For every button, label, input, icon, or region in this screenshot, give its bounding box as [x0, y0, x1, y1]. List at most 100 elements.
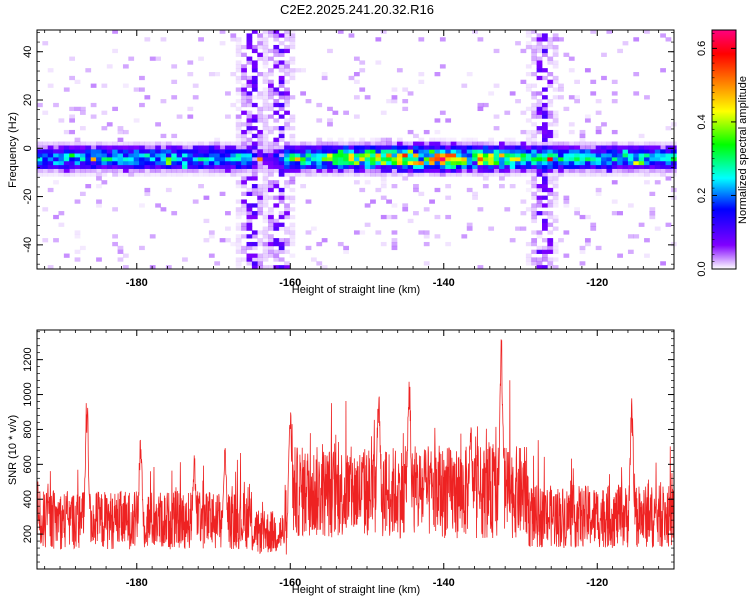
heatmap-cell	[42, 110, 49, 115]
heatmap-cell	[638, 160, 645, 166]
heatmap-cell	[149, 168, 156, 173]
heatmap-cell	[144, 164, 151, 169]
heatmap-cell	[380, 180, 387, 185]
heatmap-cell	[235, 48, 242, 54]
heatmap-cell	[370, 141, 376, 146]
heatmap-cell	[37, 145, 43, 150]
heatmap-cell	[525, 156, 532, 162]
heatmap-cell	[160, 149, 167, 154]
heatmap-cell	[316, 168, 323, 173]
heatmap-cell	[289, 149, 296, 154]
heatmap-cell	[461, 83, 468, 88]
heatmap-cell	[321, 75, 328, 81]
heatmap-cell	[552, 176, 559, 181]
heatmap-cell	[595, 160, 602, 166]
heatmap-cell	[542, 129, 548, 135]
heatmap-cell	[257, 37, 264, 42]
heatmap-cell	[413, 160, 419, 166]
heatmap-cell	[133, 164, 140, 169]
heatmap-cell	[649, 156, 656, 162]
heatmap-cell	[375, 187, 382, 193]
heatmap-cell	[520, 160, 527, 166]
heatmap-cell	[504, 145, 511, 150]
heatmap-cell	[353, 230, 360, 235]
heatmap-cell	[182, 153, 188, 158]
heatmap-cell	[165, 145, 172, 150]
heatmap-cell	[499, 160, 505, 166]
heatmap-cell	[407, 164, 414, 169]
heatmap-cell	[611, 199, 618, 204]
heatmap-cell	[617, 153, 623, 158]
heatmap-cell	[225, 91, 231, 96]
colorbar-tick-label: 0.4	[696, 114, 708, 129]
heatmap-cell	[262, 195, 269, 200]
heatmap-cell	[47, 172, 54, 177]
heatmap-cell	[552, 129, 559, 135]
heatmap-cell	[251, 211, 258, 216]
heatmap-cell	[225, 211, 231, 216]
heatmap-cell	[235, 64, 242, 69]
heatmap-cell	[590, 91, 597, 96]
heatmap-cell	[638, 145, 645, 150]
heatmap-cell	[552, 133, 559, 139]
heatmap-cell	[262, 95, 269, 100]
heatmap-cell	[90, 102, 97, 108]
heatmap-cell	[584, 156, 591, 162]
heatmap-cell	[273, 153, 280, 158]
heatmap-cell	[423, 241, 430, 247]
heatmap-cell	[542, 168, 548, 173]
heatmap-cell	[208, 153, 215, 158]
heatmap-cell	[235, 106, 242, 112]
heatmap-cell	[509, 184, 516, 189]
heatmap-cell	[337, 172, 344, 177]
heatmap-cell	[547, 245, 554, 251]
heatmap-cell	[268, 214, 274, 220]
heatmap-cell	[63, 164, 70, 169]
heatmap-cell	[117, 145, 124, 150]
heatmap-cell	[273, 137, 280, 142]
heatmap-cell	[165, 164, 172, 169]
heatmap-cell	[305, 99, 312, 104]
heatmap-cell	[413, 187, 419, 193]
heatmap-cell	[380, 145, 387, 150]
heatmap-cell	[547, 238, 554, 243]
heatmap-cell	[144, 153, 151, 158]
heatmap-cell	[531, 102, 538, 108]
heatmap-cell	[268, 83, 274, 88]
heatmap-cell	[268, 48, 274, 54]
heatmap-cell	[665, 160, 672, 166]
heatmap-cell	[531, 211, 538, 216]
heatmap-cell	[375, 172, 382, 177]
heatmap-cell	[262, 187, 269, 193]
heatmap-cell	[531, 238, 538, 243]
heatmap-cell	[611, 180, 618, 185]
heatmap-cell	[418, 149, 425, 154]
heatmap-cell	[289, 164, 296, 169]
heatmap-cell	[353, 168, 360, 173]
heatmap-cell	[262, 153, 269, 158]
heatmap-cell	[235, 265, 242, 270]
heatmap-cell	[144, 37, 151, 42]
heatmap-cell	[241, 64, 247, 69]
heatmap-cell	[488, 141, 495, 146]
heatmap-cell	[536, 234, 543, 239]
heatmap-cell	[525, 187, 532, 193]
heatmap-cell	[348, 149, 355, 154]
heatmap-cell	[37, 149, 43, 154]
heatmap-cell	[617, 149, 623, 154]
heatmap-cell	[268, 129, 274, 135]
heatmap-cell	[300, 91, 307, 96]
heatmap-cell	[139, 149, 145, 154]
heatmap-cell	[160, 99, 167, 104]
heatmap-cell	[611, 172, 618, 177]
heatmap-cell	[622, 41, 629, 46]
heatmap-cell	[268, 222, 274, 227]
heatmap-cell	[219, 153, 226, 158]
heatmap-cell	[558, 238, 564, 243]
heatmap-cell	[413, 211, 419, 216]
heatmap-cell	[289, 68, 296, 73]
heatmap-cell	[499, 149, 505, 154]
heatmap-cell	[273, 241, 280, 247]
heatmap-cell	[284, 99, 290, 104]
heatmap-cell	[456, 141, 462, 146]
